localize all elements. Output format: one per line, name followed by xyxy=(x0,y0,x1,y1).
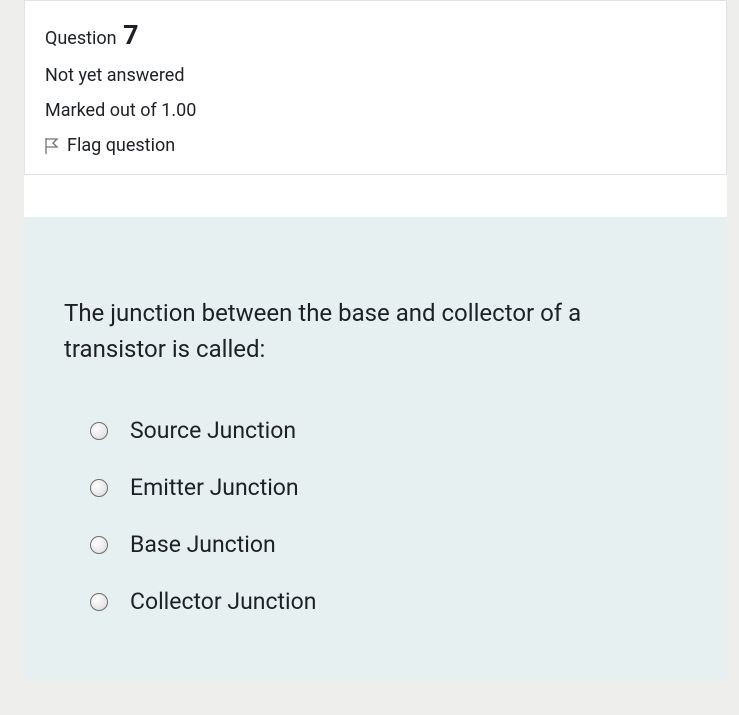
radio-icon xyxy=(90,422,108,440)
header-body-gap xyxy=(24,175,727,217)
question-text: The junction between the base and collec… xyxy=(64,295,687,367)
option-label: Collector Junction xyxy=(130,588,316,615)
option-label: Base Junction xyxy=(130,531,276,558)
option-collector-junction[interactable]: Collector Junction xyxy=(90,588,687,615)
option-label: Source Junction xyxy=(130,417,296,444)
radio-icon xyxy=(90,593,108,611)
option-label: Emitter Junction xyxy=(130,474,299,501)
flag-question-button[interactable]: Flag question xyxy=(45,135,706,156)
option-source-junction[interactable]: Source Junction xyxy=(90,417,687,444)
question-number: 7 xyxy=(123,19,139,51)
question-container: Question 7 Not yet answered Marked out o… xyxy=(24,0,727,679)
option-base-junction[interactable]: Base Junction xyxy=(90,531,687,558)
question-number-row: Question 7 xyxy=(45,19,706,51)
flag-icon xyxy=(45,138,59,154)
flag-label: Flag question xyxy=(67,135,175,156)
question-status: Not yet answered xyxy=(45,65,706,86)
question-body: The junction between the base and collec… xyxy=(24,217,727,679)
question-label: Question xyxy=(45,28,117,49)
radio-icon xyxy=(90,479,108,497)
question-marks: Marked out of 1.00 xyxy=(45,100,706,121)
options-list: Source Junction Emitter Junction Base Ju… xyxy=(64,417,687,615)
question-header: Question 7 Not yet answered Marked out o… xyxy=(24,0,727,175)
option-emitter-junction[interactable]: Emitter Junction xyxy=(90,474,687,501)
radio-icon xyxy=(90,536,108,554)
